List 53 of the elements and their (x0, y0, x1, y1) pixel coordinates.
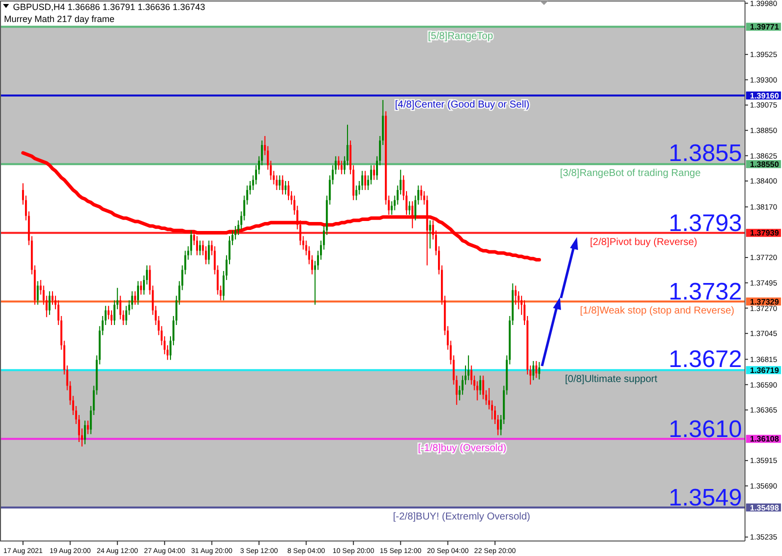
annotation: 1.3549 (668, 484, 742, 512)
annotation: 1.3610 (668, 416, 742, 443)
ref-line-label: 1.35498 (750, 503, 780, 512)
ref-line-label: 1.37329 (750, 297, 780, 306)
ref-line-label: 1.37939 (750, 228, 780, 238)
ref-line-label: 1.39160 (750, 91, 780, 100)
candlestick (140, 280, 142, 296)
chart-title: GBPUSD,H4 1.36686 1.36791 1.36636 1.36743 (13, 2, 206, 12)
candlestick (110, 310, 112, 326)
candlestick (355, 185, 358, 201)
text: Murrey Math 217 day frame (4, 14, 115, 24)
candlestick (408, 200, 410, 216)
candlestick (278, 174, 281, 190)
annotation: 1.3732 (668, 278, 742, 306)
ref-line-label: 1.38550 (750, 160, 780, 169)
candlestick (199, 240, 201, 256)
ref-line-label: 1.36719 (750, 366, 780, 375)
candlestick (338, 156, 340, 170)
candlestick (288, 180, 290, 201)
candlestick (276, 174, 278, 190)
annotation: 1.3672 (668, 346, 742, 373)
candlestick (284, 180, 287, 195)
candlestick (429, 220, 432, 249)
candlestick (535, 360, 538, 378)
candlestick (373, 164, 376, 180)
candlestick (52, 290, 54, 306)
candlestick (190, 230, 192, 256)
annotation: [2/8]Pivot buy (Reverse) (590, 236, 698, 248)
annotation: [-2/8]BUY! (Extremly Oversold) (393, 511, 530, 522)
candlestick (86, 420, 89, 435)
annotation: [3/8]RangeBot of trading Range (560, 168, 702, 180)
annotation: [0/8]Ultimate support (565, 374, 658, 386)
candlestick (48, 290, 51, 316)
candlestick (84, 420, 86, 445)
candlestick (532, 360, 534, 381)
line-series (21, 151, 541, 262)
candlestick (467, 354, 470, 381)
annotation: [5/8]RangeTop (428, 30, 494, 42)
annotation: 1.3855 (668, 140, 742, 168)
annotation: [4/8]Center (Good Buy or Sell) (395, 100, 530, 110)
ref-line-label: 1.39771 (750, 22, 780, 32)
candlestick (208, 240, 210, 265)
candlestick (137, 280, 140, 306)
candlestick (282, 174, 284, 195)
candlestick (514, 285, 517, 306)
candlestick (340, 160, 343, 175)
annotation: 1.3793 (668, 210, 742, 237)
candlestick (364, 170, 366, 190)
annotation: [-1/8]buy (Oversold) (418, 442, 506, 454)
annotation: [1/8]Weak stop (stop and Reverse) (580, 305, 734, 316)
candlestick (411, 200, 414, 229)
ref-line-label: 1.36108 (750, 434, 780, 444)
candlestick (134, 290, 136, 306)
